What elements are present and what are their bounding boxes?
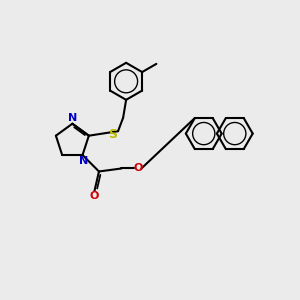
Text: O: O xyxy=(133,164,142,173)
Text: N: N xyxy=(68,113,77,123)
Text: O: O xyxy=(89,191,99,201)
Text: N: N xyxy=(79,156,88,166)
Text: S: S xyxy=(108,128,117,141)
